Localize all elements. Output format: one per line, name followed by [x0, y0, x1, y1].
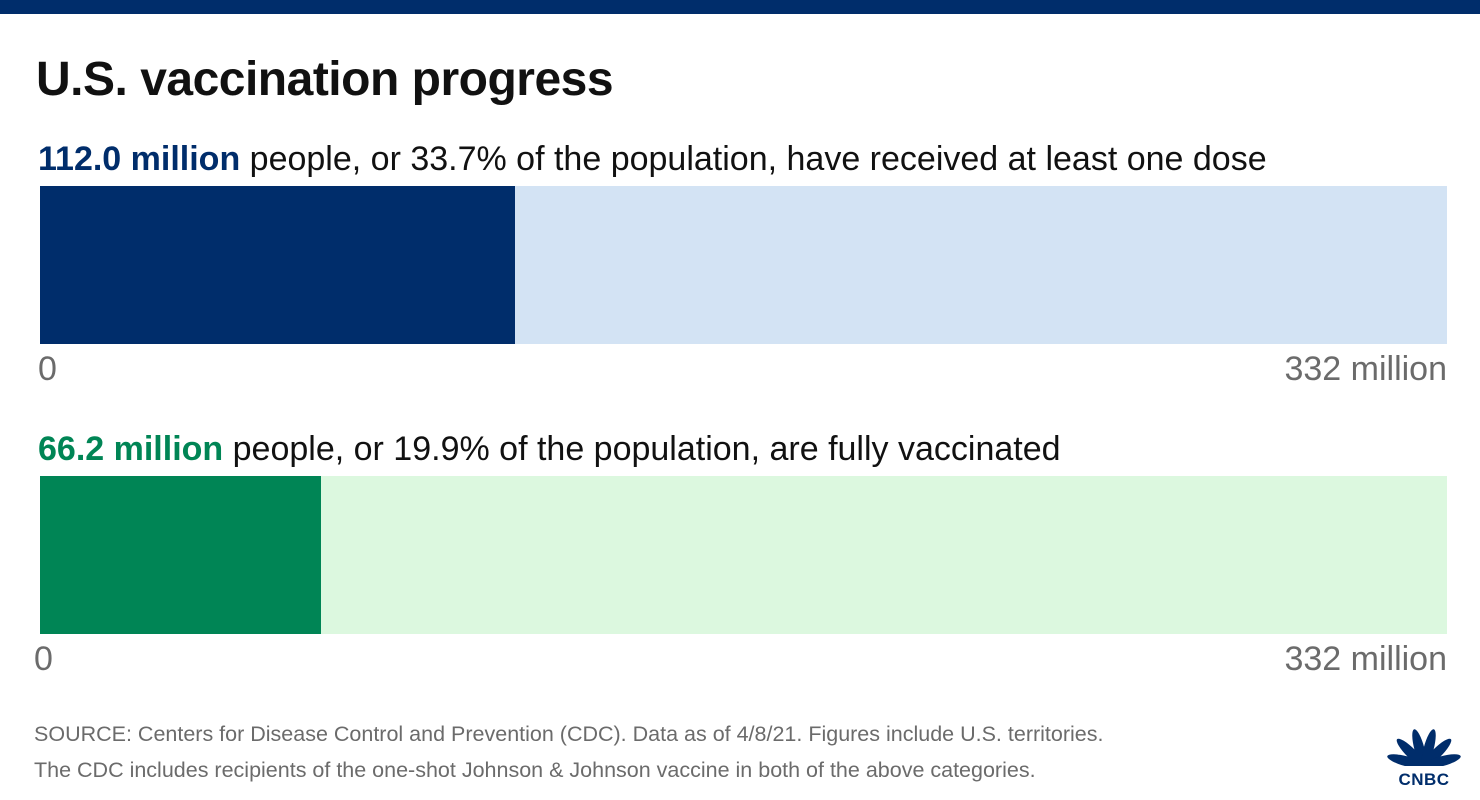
- full-axis-max: 332 million: [1284, 640, 1447, 678]
- dose-headline: 112.0 million people, or 33.7% of the po…: [38, 140, 1267, 179]
- dose-description: people, or 33.7% of the population, have…: [240, 140, 1267, 178]
- full-description: people, or 19.9% of the population, are …: [223, 430, 1061, 468]
- top-accent-bar: [0, 0, 1480, 14]
- full-axis-min: 0: [34, 640, 53, 678]
- full-bar-track: [40, 476, 1447, 634]
- dose-axis-min: 0: [38, 350, 57, 388]
- dose-axis-max: 332 million: [1284, 350, 1447, 388]
- cnbc-logo: CNBC: [1384, 726, 1464, 790]
- dose-amount: 112.0 million: [38, 140, 241, 178]
- peacock-icon: [1384, 729, 1464, 770]
- full-headline: 66.2 million people, or 19.9% of the pop…: [38, 430, 1061, 469]
- dose-bar-track: [40, 186, 1447, 344]
- source-line-2: The CDC includes recipients of the one-s…: [34, 758, 1036, 782]
- page-title: U.S. vaccination progress: [36, 53, 614, 106]
- full-bar-fill: [40, 476, 321, 634]
- logo-text: CNBC: [1398, 770, 1450, 789]
- source-line-1: SOURCE: Centers for Disease Control and …: [34, 722, 1104, 746]
- source-note: SOURCE: Centers for Disease Control and …: [34, 716, 1103, 788]
- full-amount: 66.2 million: [38, 430, 224, 468]
- dose-bar-fill: [40, 186, 515, 344]
